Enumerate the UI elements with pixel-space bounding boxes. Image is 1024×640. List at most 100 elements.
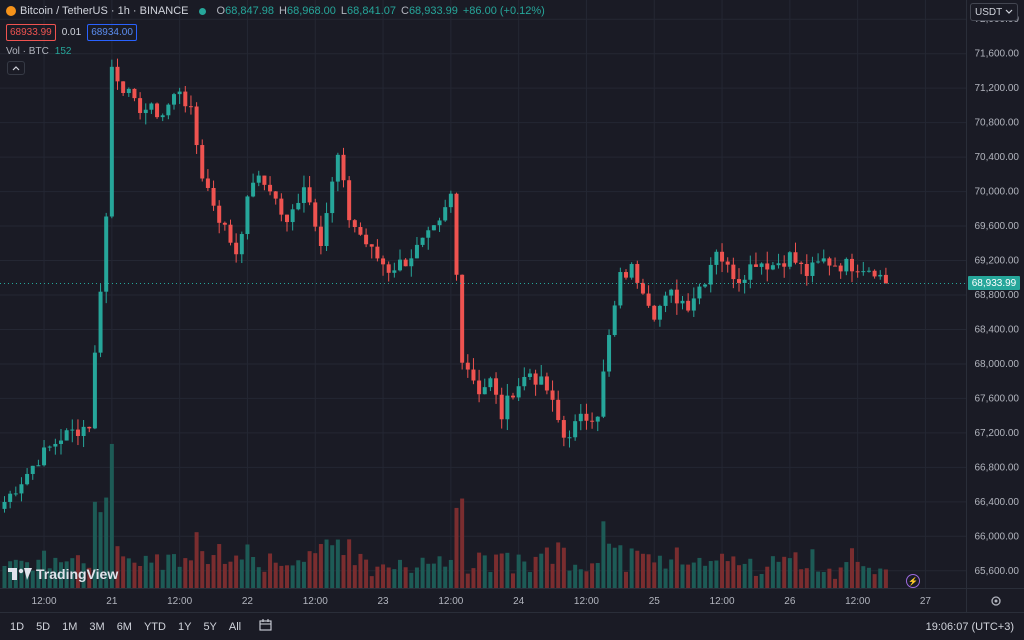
volume-bar — [335, 539, 340, 588]
candle-body — [228, 224, 233, 243]
volume-bar — [799, 569, 804, 588]
candle-body — [488, 378, 493, 388]
volume-bar — [708, 561, 713, 588]
candle-body — [13, 493, 18, 495]
clock-timezone[interactable]: 19:06:07 (UTC+3) — [925, 620, 1014, 633]
chart-settings-button[interactable] — [966, 588, 1024, 612]
price-tick-label: 70,000.00 — [975, 187, 1020, 198]
volume-bar — [629, 548, 634, 588]
candle-body — [172, 94, 176, 105]
volume-bar — [573, 564, 578, 588]
volume-bar — [703, 565, 708, 588]
volume-bar — [595, 563, 600, 588]
open-value: 68,847.98 — [225, 5, 275, 17]
candle-body — [431, 225, 436, 231]
candle-body — [335, 154, 340, 182]
period-5y-button[interactable]: 5Y — [203, 620, 217, 633]
period-6m-button[interactable]: 6M — [116, 620, 132, 633]
candle-body — [844, 258, 849, 272]
candle-body — [381, 258, 386, 265]
volume-bar — [488, 572, 493, 588]
candle-body — [742, 279, 747, 283]
candle-body — [53, 443, 58, 447]
symbol-title[interactable]: Bitcoin / TetherUS · 1h · BINANCE — [20, 5, 189, 17]
volume-bar — [30, 570, 35, 588]
period-1m-button[interactable]: 1M — [62, 620, 78, 633]
candle-body — [872, 270, 877, 277]
time-tick-label: 22 — [242, 596, 254, 607]
candle-body — [369, 244, 374, 247]
volume-bar — [194, 532, 199, 588]
candle-body — [776, 263, 781, 266]
volume-bar — [618, 545, 623, 588]
period-5d-button[interactable]: 5D — [36, 620, 51, 633]
price-tick-label: 66,400.00 — [975, 497, 1020, 508]
candle-body — [527, 373, 532, 377]
volume-bar — [714, 560, 719, 588]
candle-body — [827, 258, 832, 266]
price-axis[interactable]: 65,600.00 66,000.00 66,400.00 66,800.00 67,2… — [966, 0, 1024, 588]
volume-bar — [765, 566, 770, 588]
volume-bar — [75, 555, 80, 588]
sell-price-button[interactable]: 68933.99 — [6, 24, 56, 41]
time-tick-label: 21 — [106, 596, 118, 607]
time-axis[interactable]: 12:00 21 12:00 22 12:00 23 12:00 24 12:00 25 12:00… — [0, 588, 966, 612]
volume-bar — [64, 561, 69, 588]
price-tick-label: 69,600.00 — [975, 221, 1020, 232]
candle-body — [149, 103, 154, 110]
candle-body — [629, 264, 634, 278]
volume-bar — [172, 554, 176, 588]
volume-bar — [652, 562, 657, 588]
candle-body — [669, 289, 674, 296]
candle-body — [307, 187, 312, 203]
currency-select[interactable]: USDT — [970, 3, 1018, 21]
volume-legend[interactable]: Vol · BTC 152 — [6, 46, 71, 57]
calendar-goto-icon[interactable] — [259, 619, 273, 634]
candle-body — [703, 284, 708, 287]
bolt-icon[interactable]: ⚡ — [906, 574, 920, 588]
volume-bar — [426, 563, 431, 588]
volume-bar — [821, 571, 826, 588]
time-tick-label: 27 — [920, 596, 932, 607]
candle-body — [194, 106, 199, 146]
candle-body — [341, 154, 346, 181]
period-ytd-button[interactable]: YTD — [143, 620, 166, 633]
volume-bar — [115, 546, 120, 588]
volume-bar — [787, 558, 792, 588]
volume-bar — [347, 539, 352, 588]
candle-body — [861, 271, 866, 273]
volume-bar — [556, 542, 561, 588]
collapse-legend-button[interactable] — [7, 61, 25, 75]
volume-bar — [850, 548, 854, 588]
price-chart[interactable] — [0, 0, 966, 588]
candle-body — [409, 258, 414, 267]
high-label: H — [279, 5, 287, 17]
volume-bar — [392, 569, 397, 588]
price-tick-label: 69,200.00 — [975, 256, 1020, 267]
volume-bar — [398, 559, 402, 588]
candle-body — [838, 265, 843, 272]
period-all-button[interactable]: All — [228, 620, 242, 633]
candle-body — [138, 98, 143, 114]
candle-body — [285, 214, 289, 223]
period-3m-button[interactable]: 3M — [89, 620, 105, 633]
volume-bar — [268, 553, 273, 588]
candle-body — [720, 251, 725, 262]
period-1d-button[interactable]: 1D — [10, 620, 25, 633]
volume-bar — [499, 553, 504, 588]
candle-body — [544, 376, 549, 391]
tradingview-logo[interactable]: TradingView — [8, 566, 118, 582]
period-1y-button[interactable]: 1Y — [177, 620, 192, 633]
volume-bar — [511, 573, 515, 588]
candle-body — [166, 104, 171, 116]
volume-bar — [482, 555, 487, 588]
volume-bar — [578, 569, 583, 588]
time-tick-label: 12:00 — [167, 596, 192, 607]
buy-price-button[interactable]: 68934.00 — [87, 24, 137, 41]
volume-bar — [217, 544, 222, 588]
candle-body — [753, 264, 758, 267]
candle-body — [499, 394, 504, 420]
price-tick-label: 67,600.00 — [975, 393, 1020, 404]
volume-value: 152 — [54, 46, 72, 57]
volume-bar — [878, 568, 883, 588]
